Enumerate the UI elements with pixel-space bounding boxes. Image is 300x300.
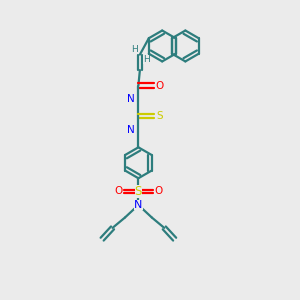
Text: O: O bbox=[154, 186, 163, 196]
Text: S: S bbox=[156, 111, 163, 122]
Text: N: N bbox=[127, 94, 134, 104]
Text: O: O bbox=[114, 186, 122, 196]
Text: H: H bbox=[127, 125, 134, 134]
Text: S: S bbox=[135, 185, 142, 198]
Text: O: O bbox=[155, 80, 163, 91]
Text: N: N bbox=[134, 200, 142, 210]
Text: H: H bbox=[143, 55, 150, 64]
Text: H: H bbox=[127, 94, 134, 103]
Text: N: N bbox=[127, 125, 134, 135]
Text: H: H bbox=[131, 45, 138, 54]
